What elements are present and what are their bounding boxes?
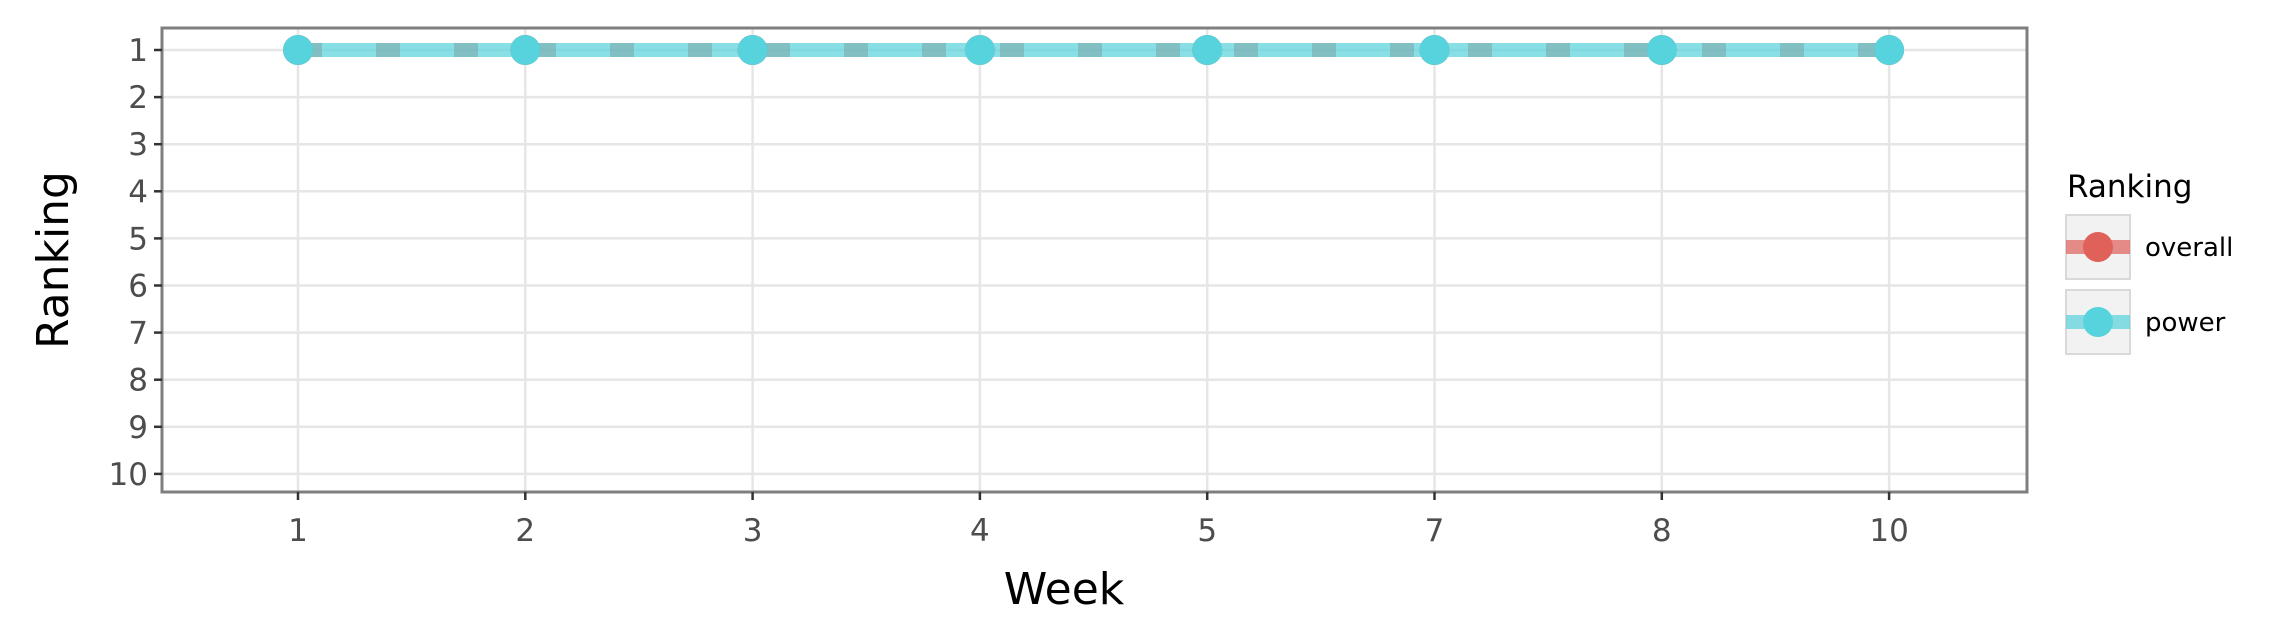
x-tick-label: 8 — [1652, 513, 1672, 549]
y-tick-label: 4 — [128, 174, 148, 210]
axes: 1 2 3 4 5 6 7 8 9 10 1 2 3 4 5 7 8 10 — [109, 33, 1909, 549]
grid — [162, 28, 2027, 492]
point-power — [1646, 35, 1677, 65]
y-axis-title: Ranking — [28, 171, 79, 349]
point-power — [737, 35, 768, 65]
point-power — [1192, 35, 1223, 65]
x-tick-label: 3 — [743, 513, 763, 549]
x-tick-label: 7 — [1425, 513, 1445, 549]
legend-title: Ranking — [2067, 169, 2192, 205]
x-axis-title: Week — [1004, 564, 1125, 615]
x-tick-label: 5 — [1197, 513, 1217, 549]
y-tick-label: 10 — [109, 457, 148, 493]
x-tick-label: 10 — [1869, 513, 1908, 549]
legend-marker-overall — [2083, 232, 2113, 262]
y-tick-label: 9 — [128, 410, 148, 446]
y-tick-label: 7 — [128, 316, 148, 352]
legend-label-power: power — [2145, 308, 2226, 338]
point-power — [510, 35, 541, 65]
y-tick-label: 1 — [128, 33, 148, 69]
legend: Ranking overall power — [2065, 169, 2233, 355]
point-power — [1419, 35, 1450, 65]
legend-label-overall: overall — [2145, 233, 2233, 263]
legend-marker-power — [2083, 307, 2113, 337]
plot-background — [162, 28, 2027, 492]
legend-item-power: power — [2065, 289, 2226, 355]
point-power — [283, 35, 313, 65]
y-tick-label: 6 — [128, 269, 148, 305]
x-tick-label: 1 — [288, 513, 308, 549]
x-tick-label: 2 — [515, 513, 535, 549]
point-power — [964, 35, 995, 65]
y-tick-label: 8 — [128, 363, 148, 399]
y-tick-label: 2 — [128, 80, 148, 116]
y-tick-label: 5 — [128, 221, 148, 257]
plot-border — [160, 26, 2029, 494]
legend-item-overall: overall — [2065, 214, 2233, 280]
x-tick-label: 4 — [970, 513, 990, 549]
y-tick-label: 3 — [128, 127, 148, 163]
point-power — [1874, 35, 1905, 65]
series-layer — [283, 35, 1905, 65]
